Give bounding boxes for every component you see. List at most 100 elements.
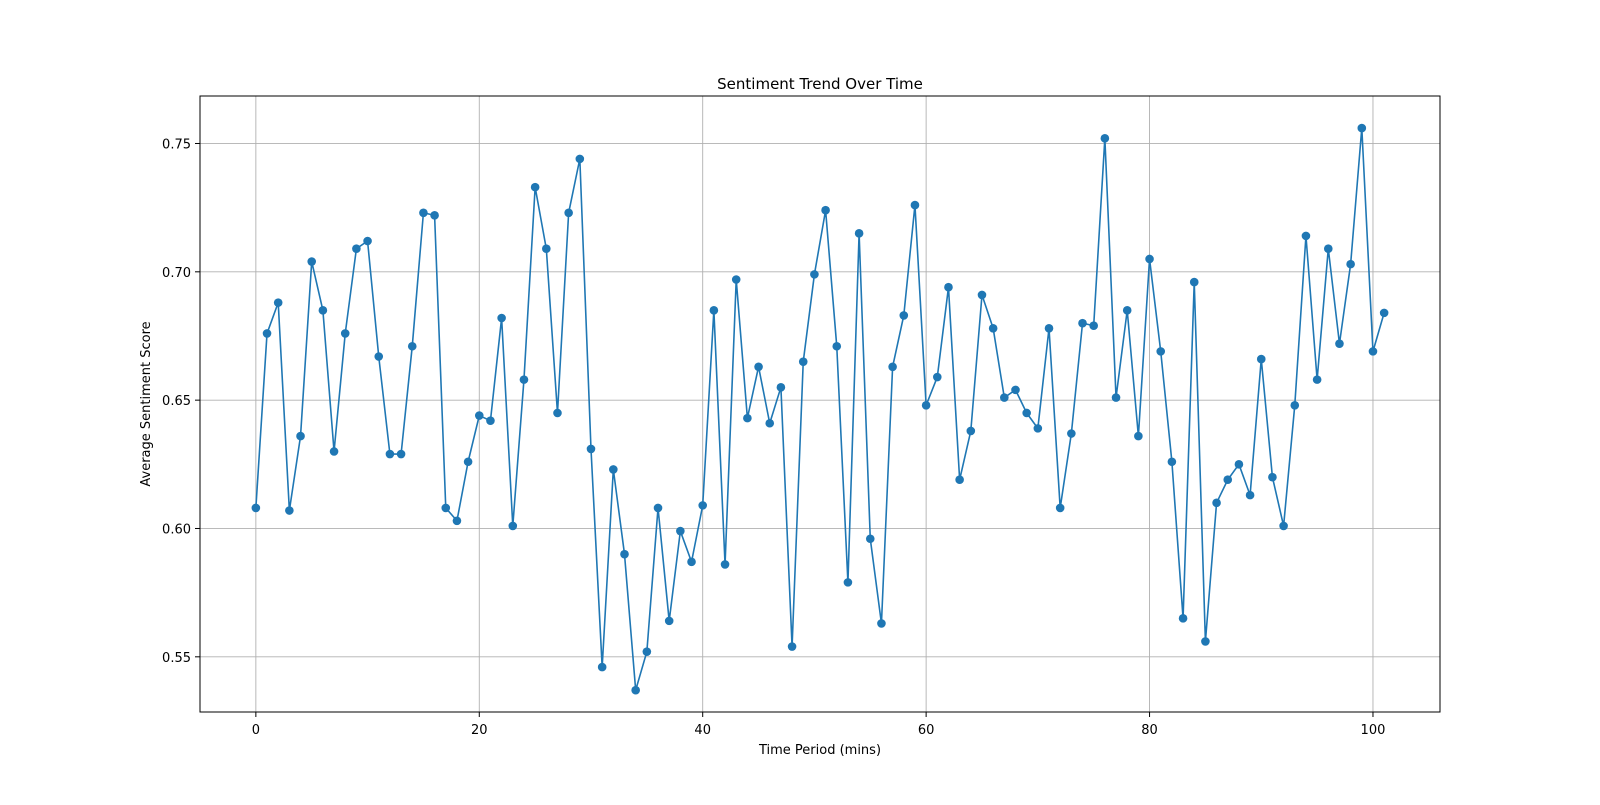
x-tick-label: 20	[471, 723, 488, 738]
data-point	[720, 560, 730, 569]
data-point	[798, 357, 808, 366]
data-point	[865, 534, 875, 544]
data-point	[1312, 375, 1322, 384]
data-point	[564, 208, 573, 218]
data-point	[1067, 429, 1076, 438]
x-tick-label: 100	[1361, 723, 1386, 738]
data-point	[1089, 321, 1098, 331]
data-point	[363, 236, 372, 246]
data-point	[932, 372, 942, 382]
data-point	[653, 503, 663, 513]
data-point	[810, 270, 819, 279]
data-point	[1055, 503, 1065, 513]
data-point	[1368, 347, 1378, 356]
data-point	[676, 526, 685, 536]
data-point	[486, 416, 495, 425]
y-tick-label: 0.75	[162, 137, 191, 152]
data-point	[329, 447, 339, 456]
data-point	[988, 323, 998, 333]
data-point	[1357, 123, 1367, 133]
data-point	[586, 444, 596, 454]
data-point	[687, 557, 696, 567]
data-point	[374, 352, 384, 361]
data-point	[1044, 323, 1054, 333]
data-point	[441, 503, 451, 513]
series	[251, 123, 1389, 695]
x-tick-label: 0	[252, 723, 260, 738]
data-point	[1100, 134, 1110, 143]
data-point	[977, 290, 987, 300]
data-point	[307, 257, 317, 266]
data-point	[664, 616, 674, 626]
x-tick-label: 60	[918, 723, 935, 738]
data-point	[609, 465, 618, 474]
data-point	[1022, 408, 1031, 418]
data-point	[1323, 244, 1333, 254]
data-point	[385, 449, 395, 459]
data-point	[698, 501, 708, 510]
data-point	[1223, 475, 1233, 485]
data-point	[1178, 614, 1188, 623]
data-point	[519, 375, 529, 384]
data-point	[821, 205, 830, 215]
data-point	[396, 449, 406, 459]
data-point	[944, 282, 953, 292]
data-point	[273, 298, 283, 307]
data-point	[318, 306, 328, 315]
data-point	[921, 400, 931, 410]
y-axis-label: Average Sentiment Score	[139, 321, 154, 486]
data-point	[832, 341, 842, 351]
data-point	[1156, 347, 1166, 356]
data-point	[430, 211, 439, 220]
data-point	[1000, 393, 1009, 402]
data-point	[1301, 231, 1311, 241]
data-point	[508, 521, 518, 531]
data-point	[854, 229, 864, 238]
data-point	[530, 182, 540, 192]
data-point	[709, 306, 719, 315]
y-tick-label: 0.70	[162, 266, 191, 281]
data-point	[1189, 277, 1199, 287]
data-point	[497, 313, 506, 323]
data-point	[463, 457, 473, 467]
data-point	[1234, 460, 1244, 469]
data-point	[955, 475, 964, 485]
data-point	[575, 154, 585, 164]
data-point	[843, 578, 853, 587]
data-point	[340, 329, 350, 338]
data-point	[1201, 637, 1210, 646]
data-point	[1346, 259, 1355, 269]
data-point	[1212, 498, 1221, 508]
y-tick-label: 0.65	[162, 394, 191, 409]
data-point	[765, 418, 775, 428]
x-axis-label: Time Period (mins)	[758, 743, 881, 758]
data-point	[352, 244, 361, 254]
data-point	[1335, 339, 1344, 348]
data-point	[877, 619, 886, 628]
data-point	[1134, 431, 1143, 441]
data-point	[1256, 354, 1266, 364]
data-point	[1145, 254, 1154, 264]
data-point	[910, 200, 920, 210]
data-point	[1078, 318, 1087, 328]
data-point	[631, 685, 640, 695]
data-point	[1268, 472, 1277, 482]
data-point	[1111, 393, 1121, 402]
data-point	[1379, 308, 1389, 318]
data-point	[787, 642, 797, 651]
data-point	[899, 311, 909, 320]
series-line	[255, 127, 1385, 691]
data-point	[251, 503, 261, 513]
data-point	[1122, 306, 1132, 315]
data-point	[754, 362, 763, 372]
data-point	[1033, 424, 1043, 433]
data-point	[597, 662, 607, 672]
chart-title: Sentiment Trend Over Time	[717, 75, 923, 93]
data-point	[776, 383, 786, 392]
data-point	[620, 549, 629, 559]
data-point	[262, 329, 272, 338]
data-point	[542, 244, 551, 254]
x-tick-label: 40	[694, 723, 711, 738]
y-tick-label: 0.55	[162, 651, 191, 666]
